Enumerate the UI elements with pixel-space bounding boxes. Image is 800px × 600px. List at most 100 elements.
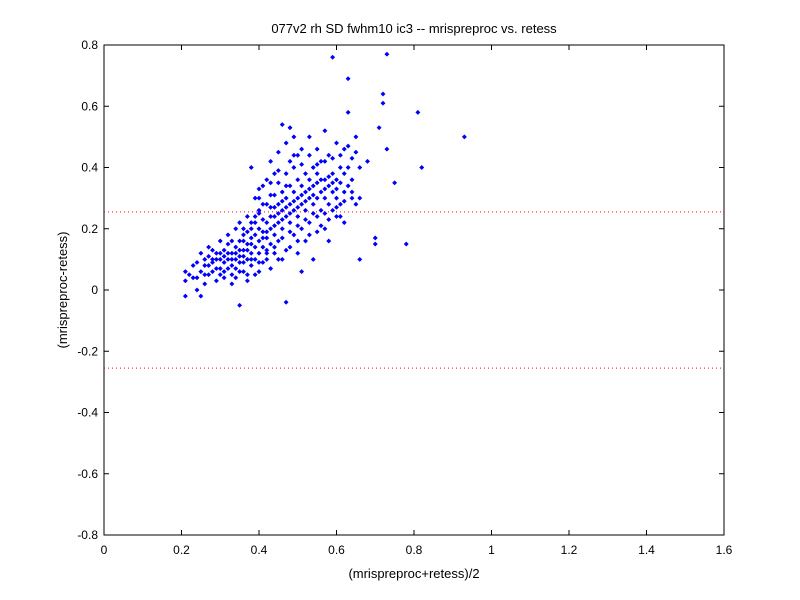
y-tick-label: 0.2 [81,222,98,236]
y-tick-label: 0 [91,283,98,297]
data-point [244,229,250,235]
data-point [353,134,359,140]
data-point [256,195,262,201]
data-point [268,241,274,247]
data-point [283,213,289,220]
data-point [275,238,281,244]
data-point [275,149,281,155]
data-point [333,177,340,183]
data-point [322,186,328,192]
plot-area [103,44,725,536]
data-point [330,207,336,213]
data-point [268,204,274,210]
data-point [333,186,340,192]
data-point [240,232,247,238]
data-point [279,217,285,223]
data-point [345,183,351,189]
data-point [209,247,216,253]
data-point [271,213,278,220]
data-point [194,275,200,281]
data-point [240,247,247,253]
data-point [326,174,332,180]
data-point [237,259,243,265]
data-point [341,146,347,152]
y-tick-label: 0.4 [81,161,98,175]
data-point [233,226,239,232]
data-point [182,293,188,299]
y-tick-label: 0.8 [81,38,98,52]
data-point [318,223,324,229]
data-point [314,213,320,220]
data-point [357,164,363,171]
data-point [229,281,235,287]
data-point [287,201,293,207]
data-point [229,250,235,256]
y-axis-label: (mrispreproc-retess) [55,231,70,348]
data-point [461,134,467,140]
data-point [244,278,250,284]
data-point [264,201,270,207]
data-point [225,232,231,238]
data-point [275,220,281,226]
data-point [233,275,239,281]
data-point [240,259,247,265]
data-point [271,192,278,198]
data-point [302,217,309,223]
data-point [240,238,247,244]
data-point [268,158,274,164]
data-point [384,51,390,57]
data-point [260,201,266,207]
data-point [198,269,204,275]
data-point [287,244,293,250]
data-point [206,272,212,278]
y-tick-label: 0.6 [81,99,98,113]
chart-title: 077v2 rh SD fwhm10 ic3 -- mrispreproc vs… [271,21,557,36]
data-point [256,269,262,275]
data-point [310,192,316,198]
data-point [252,232,258,238]
x-tick-label: 0.6 [328,543,345,557]
data-point [306,195,312,201]
data-point [302,189,309,195]
data-point [299,192,305,198]
data-point [198,250,204,256]
data-point [380,100,386,106]
data-point [206,244,212,250]
data-point [252,256,258,262]
data-point [299,226,305,232]
data-point [256,238,262,244]
data-point [229,256,235,262]
data-point [233,250,239,256]
data-point [345,109,351,115]
data-point [217,250,223,256]
x-tick-label: 0 [101,543,108,557]
data-point [403,241,409,247]
data-point [209,269,216,275]
data-point [322,128,328,134]
data-point [194,259,200,265]
data-point [271,250,278,256]
x-tick-label: 1.4 [638,543,655,557]
data-point [275,180,281,186]
data-point [229,238,235,244]
data-point [268,226,274,232]
data-point [299,146,305,152]
data-point [237,302,243,308]
data-point [202,281,208,287]
data-point [299,201,305,207]
data-point [229,272,235,278]
data-point [353,201,359,207]
data-point [306,186,312,192]
data-point [279,122,285,128]
data-point [291,164,297,171]
data-point [283,183,289,189]
data-point [330,54,336,60]
data-point [299,183,305,189]
data-point [252,220,258,226]
data-point [295,204,301,210]
data-point [256,186,262,192]
data-point [271,204,278,210]
data-point [314,229,320,235]
data-point [275,201,281,207]
